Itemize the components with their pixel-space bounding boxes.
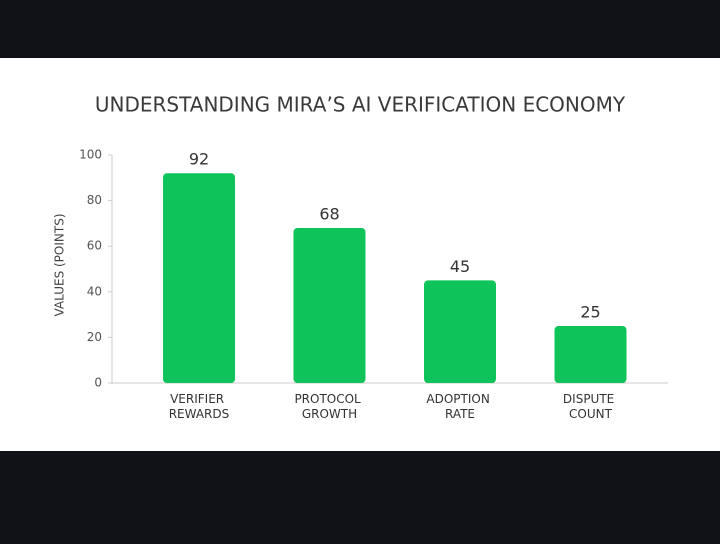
x-tick-label: DISPUTE COUNT <box>563 392 618 421</box>
x-tick-label: PROTOCOL GROWTH <box>294 392 364 421</box>
value-label: 92 <box>189 150 209 169</box>
y-axis-label: VALUES (POINTS) <box>53 213 67 316</box>
y-tick-label: 40 <box>87 284 102 298</box>
bar <box>293 227 366 383</box>
x-tick-label: VERIFIER REWARDS <box>169 392 230 421</box>
value-label: 68 <box>319 204 339 223</box>
chart-title: UNDERSTANDING MIRA’S AI VERIFICATION ECO… <box>95 93 626 117</box>
bar <box>163 173 235 383</box>
bar <box>424 280 496 383</box>
bar <box>554 326 627 383</box>
y-tick-label: 0 <box>94 376 102 390</box>
value-label: 45 <box>450 257 470 276</box>
y-tick-label: 20 <box>87 330 102 344</box>
value-label: 25 <box>580 303 600 322</box>
x-tick-label: ADOPTION RATE <box>426 392 493 421</box>
y-tick-label: 100 <box>79 148 102 162</box>
y-tick-label: 60 <box>87 239 102 253</box>
y-tick-label: 80 <box>87 193 102 207</box>
